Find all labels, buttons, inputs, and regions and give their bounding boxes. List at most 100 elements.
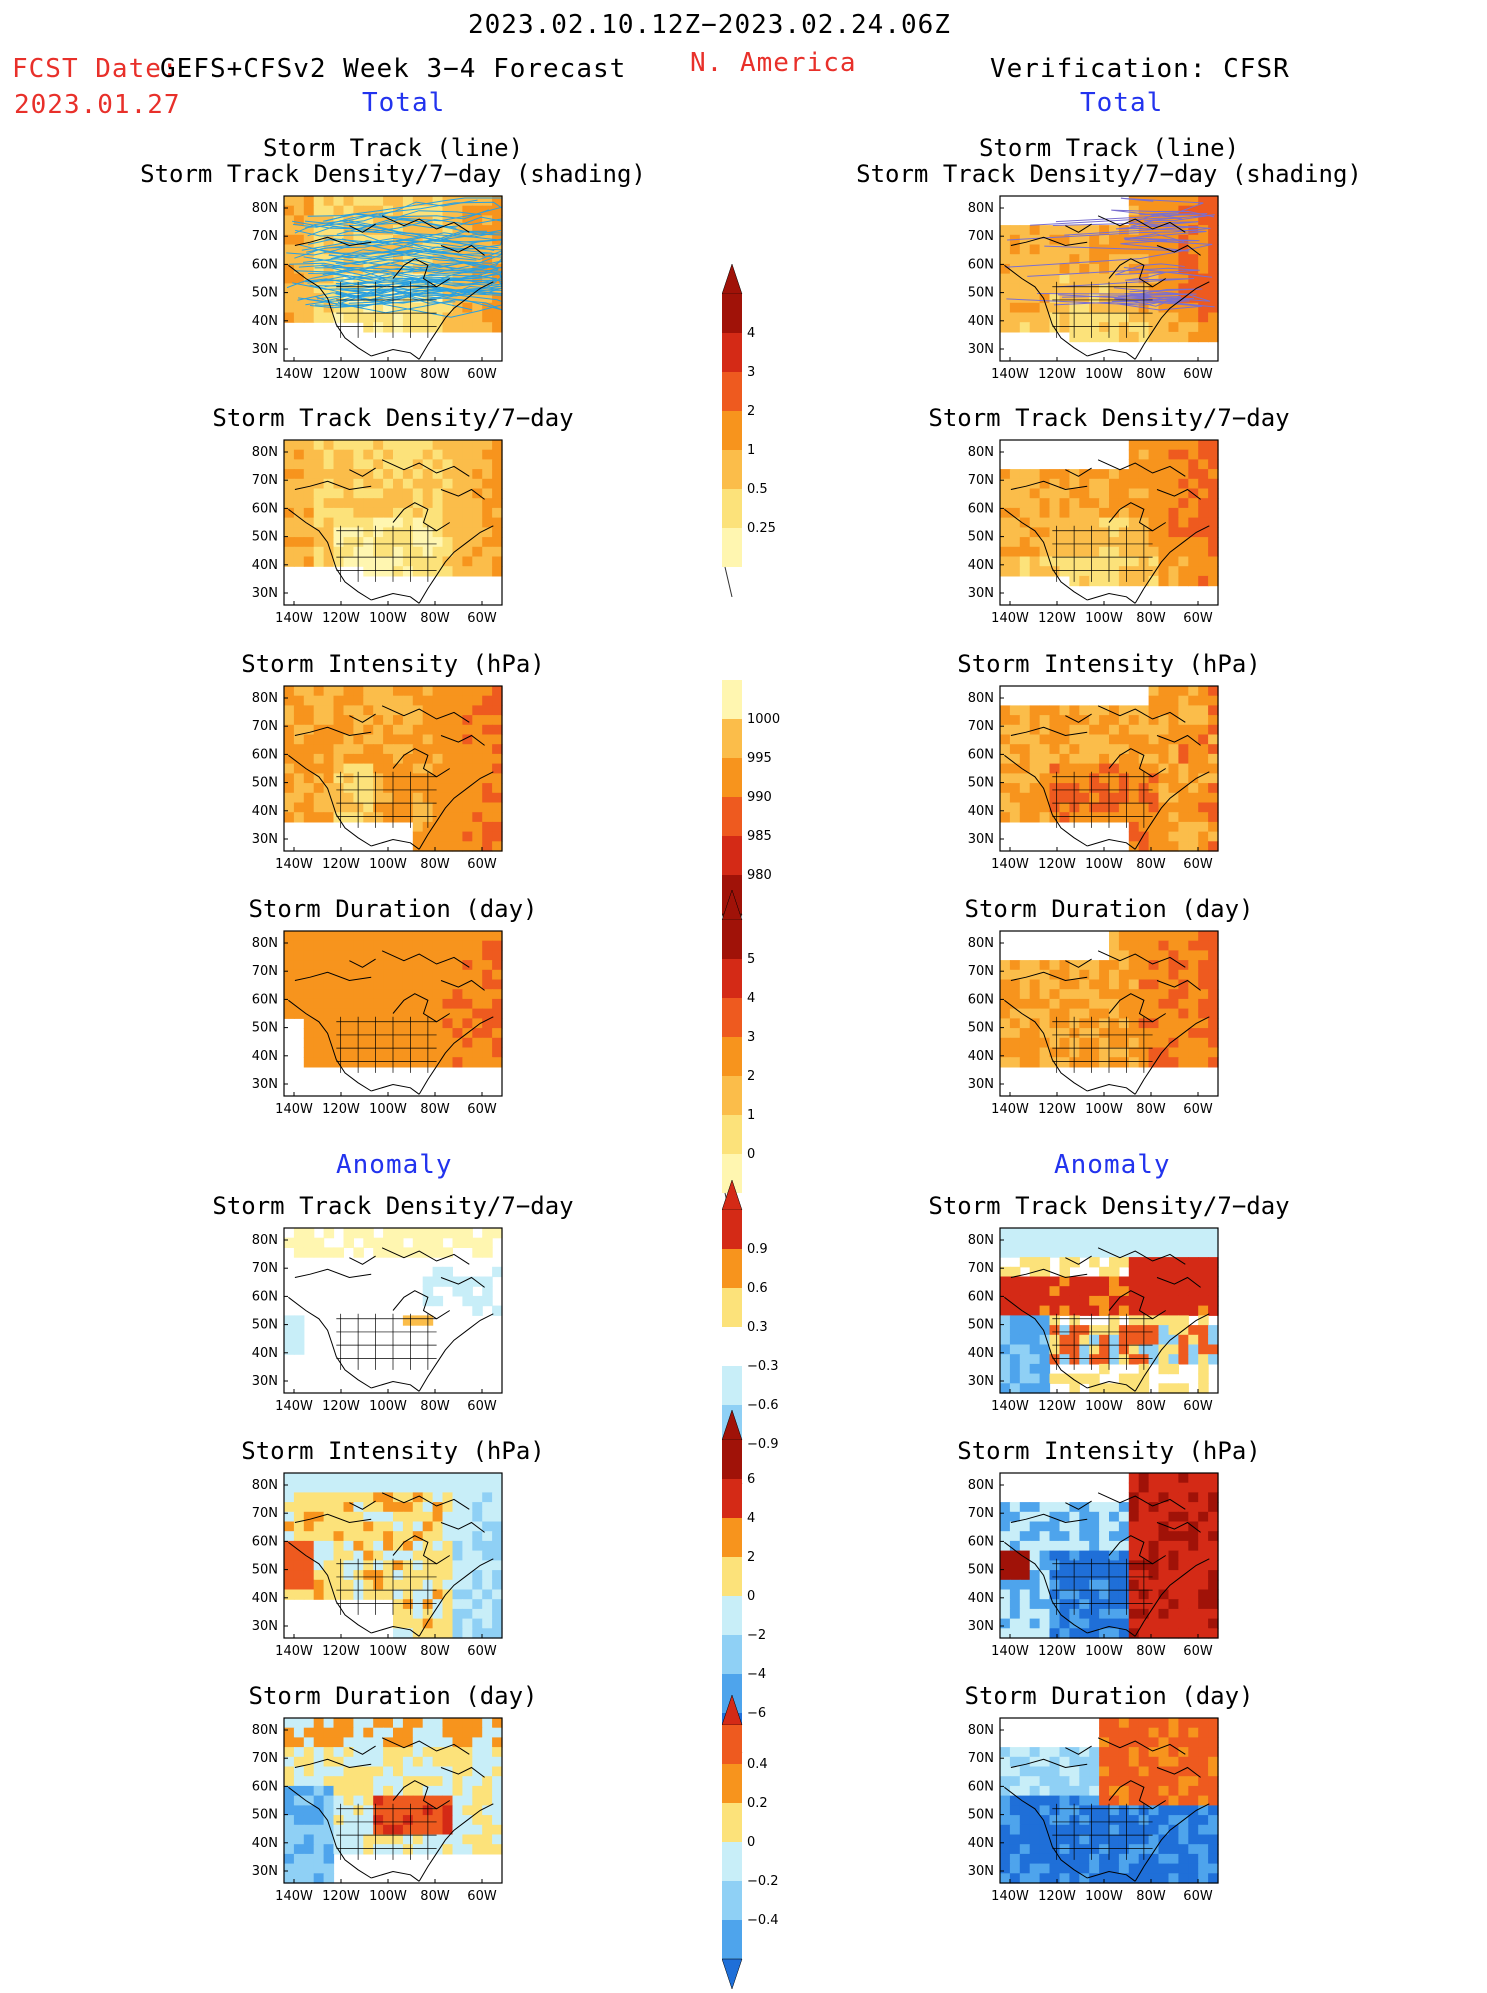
shade-cell bbox=[1099, 1766, 1110, 1777]
shade-cell bbox=[284, 1521, 295, 1532]
shade-cell bbox=[1009, 763, 1021, 774]
shade-cell bbox=[1208, 1502, 1219, 1513]
shade-cell bbox=[343, 715, 354, 726]
shade-cell bbox=[482, 812, 493, 823]
shade-cell bbox=[1208, 841, 1219, 852]
shade-cell bbox=[1059, 1853, 1070, 1865]
shade-cell bbox=[1178, 1511, 1189, 1523]
shade-cell bbox=[1198, 969, 1209, 981]
shade-cell bbox=[284, 1325, 295, 1336]
shade-cell bbox=[1079, 1037, 1090, 1049]
shade-cell bbox=[492, 1521, 503, 1532]
shade-cell bbox=[482, 1492, 493, 1503]
shade-cell bbox=[1099, 1737, 1110, 1748]
shade-cell bbox=[284, 763, 295, 774]
shade-cell bbox=[373, 950, 384, 961]
shade-cell bbox=[452, 1047, 463, 1058]
shade-cell bbox=[402, 1766, 414, 1777]
shade-cell bbox=[1099, 763, 1110, 774]
shade-cell bbox=[1128, 469, 1140, 480]
shade-cell bbox=[1039, 517, 1051, 528]
shade-cell bbox=[333, 302, 344, 314]
shade-cell bbox=[432, 225, 444, 236]
shade-cell bbox=[353, 459, 364, 470]
shade-cell bbox=[313, 1727, 325, 1738]
shade-cell bbox=[393, 234, 404, 246]
lat-label: 80N bbox=[252, 445, 278, 460]
shade-cell bbox=[1000, 1344, 1011, 1355]
shade-cell bbox=[323, 1718, 335, 1729]
shade-cell bbox=[1009, 1276, 1021, 1287]
shade-cell bbox=[373, 1737, 384, 1748]
shade-cell bbox=[1000, 283, 1011, 294]
shade-cell bbox=[343, 1028, 354, 1039]
shading-field bbox=[1000, 686, 1219, 852]
shade-cell bbox=[432, 1502, 444, 1513]
shade-cell bbox=[402, 1844, 414, 1855]
shade-cell bbox=[303, 950, 315, 961]
shade-cell bbox=[1039, 1276, 1051, 1287]
shade-cell bbox=[1000, 1570, 1011, 1581]
shade-cell bbox=[1188, 459, 1199, 470]
shade-cell bbox=[1039, 566, 1051, 577]
shade-cell bbox=[1148, 1599, 1160, 1610]
shade-cell bbox=[492, 969, 503, 981]
lon-label: 60W bbox=[1183, 1889, 1213, 1904]
shade-cell bbox=[1079, 1247, 1090, 1258]
shade-cell bbox=[422, 517, 434, 528]
shade-cell bbox=[293, 478, 305, 490]
shade-cell bbox=[323, 1579, 335, 1591]
shade-cell bbox=[482, 478, 493, 490]
shade-cell bbox=[333, 1531, 344, 1542]
storm-track-line bbox=[307, 232, 496, 245]
shade-cell bbox=[1178, 715, 1189, 726]
shade-cell bbox=[1029, 1305, 1041, 1316]
shade-cell bbox=[343, 1579, 354, 1591]
shade-cell bbox=[1158, 1028, 1169, 1039]
shade-cell bbox=[1109, 1608, 1120, 1620]
shade-cell bbox=[402, 1747, 414, 1758]
shade-cell bbox=[1118, 469, 1130, 480]
lon-label: 120W bbox=[1038, 1399, 1076, 1414]
shade-cell bbox=[452, 556, 463, 567]
shade-cell bbox=[1089, 969, 1100, 981]
shade-cell bbox=[1128, 715, 1140, 726]
shade-cell bbox=[492, 715, 503, 726]
shade-cell bbox=[1128, 1540, 1140, 1552]
shade-cell bbox=[323, 1047, 335, 1058]
shade-cell bbox=[1138, 1776, 1150, 1787]
shade-cell bbox=[1178, 724, 1189, 736]
shade-cell bbox=[303, 1805, 315, 1816]
shade-cell bbox=[1109, 1037, 1120, 1049]
shade-cell bbox=[432, 546, 444, 558]
shade-cell bbox=[333, 1834, 344, 1845]
shade-cell bbox=[1019, 498, 1031, 509]
shade-cell bbox=[383, 989, 394, 1000]
lon-label: 80W bbox=[420, 857, 450, 872]
shade-cell bbox=[1069, 302, 1080, 314]
shade-cell bbox=[1168, 969, 1179, 981]
shade-cell bbox=[303, 498, 315, 509]
shade-cell bbox=[402, 1795, 414, 1806]
shade-cell bbox=[1109, 715, 1120, 726]
shade-cell bbox=[452, 744, 463, 755]
shade-cell bbox=[1208, 1521, 1219, 1532]
shade-cell bbox=[1009, 1037, 1021, 1049]
shade-cell bbox=[1000, 1815, 1011, 1826]
shade-cell bbox=[1099, 1599, 1110, 1610]
shade-cell bbox=[313, 225, 325, 236]
coastline bbox=[288, 215, 494, 360]
shade-cell bbox=[1168, 1028, 1179, 1039]
shade-cell bbox=[492, 1599, 503, 1610]
shade-cell bbox=[1049, 802, 1060, 813]
shade-cell bbox=[492, 1018, 503, 1029]
shade-cell bbox=[1000, 1028, 1011, 1039]
shade-cell bbox=[1178, 841, 1189, 852]
lon-label: 100W bbox=[369, 367, 407, 382]
shade-cell bbox=[462, 1047, 473, 1058]
shade-cell bbox=[1099, 263, 1110, 275]
shade-cell bbox=[472, 773, 483, 784]
shade-cell bbox=[1019, 1354, 1031, 1365]
shade-cell bbox=[333, 1247, 344, 1258]
